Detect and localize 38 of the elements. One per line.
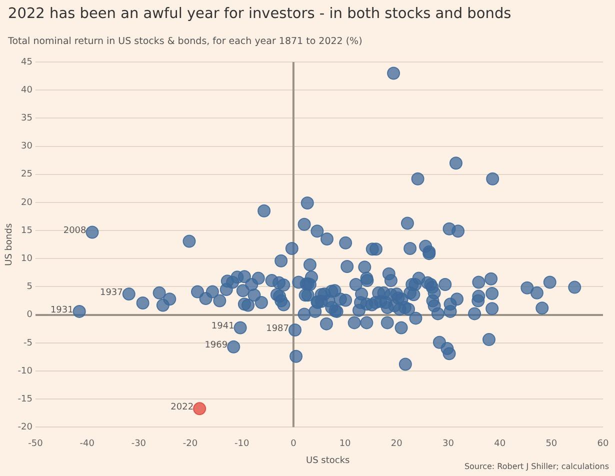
x-tick-label: -20 <box>182 438 198 449</box>
x-tick-label: 10 <box>339 438 352 449</box>
y-tick-label: 10 <box>21 254 33 264</box>
source-note: Source: Robert J Shiller; calculations <box>464 462 609 471</box>
y-tick-label: 15 <box>21 226 32 236</box>
y-tick-label: -15 <box>18 394 32 404</box>
y-tick-label: 5 <box>26 282 32 292</box>
chart-subtitle: Total nominal return in US stocks & bonds, for each year 1871 to 2022 (%) <box>8 36 362 47</box>
x-tick-label: -50 <box>28 438 44 449</box>
y-tick-label: 40 <box>21 85 33 96</box>
x-tick-label: 0 <box>290 438 297 449</box>
y-tick-label: 20 <box>21 198 33 208</box>
x-tick-label: 60 <box>597 438 609 449</box>
annotation: 2008 <box>63 226 87 236</box>
chart-title: 2022 has been an awful year for investors - in both stocks and bonds <box>8 6 512 22</box>
x-tick-label: -30 <box>131 438 146 449</box>
y-tick-label: -10 <box>18 366 33 376</box>
annotation: 1941 <box>211 322 234 332</box>
y-tick-label: 45 <box>21 57 32 68</box>
x-tick-label: -40 <box>80 438 95 449</box>
y-axis-title: US bonds <box>4 223 15 266</box>
x-axis-title: US stocks <box>306 456 350 466</box>
y-tick-label: -5 <box>24 338 32 348</box>
y-tick-label: 35 <box>21 114 32 124</box>
y-tick-label: 25 <box>21 170 32 180</box>
x-tick-label: 20 <box>390 438 403 449</box>
y-tick-label: 0 <box>26 310 33 320</box>
annotation: 1931 <box>50 305 74 316</box>
annotation: 1937 <box>100 288 123 298</box>
annotation: 1969 <box>204 340 228 351</box>
y-tick-label: -20 <box>18 422 33 433</box>
x-tick-label: -10 <box>234 438 250 449</box>
annotation: 1987 <box>266 324 289 334</box>
x-tick-label: 50 <box>546 438 558 449</box>
x-tick-label: 30 <box>442 438 454 449</box>
x-tick-label: 40 <box>494 438 506 449</box>
annotation: 2022 <box>170 402 194 413</box>
y-tick-label: 30 <box>21 142 33 152</box>
